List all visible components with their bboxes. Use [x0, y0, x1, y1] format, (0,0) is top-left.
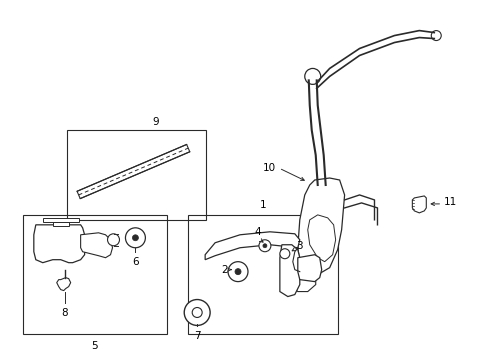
Circle shape	[279, 249, 289, 259]
Text: 10: 10	[262, 163, 275, 173]
Text: 7: 7	[193, 332, 200, 341]
Text: 5: 5	[91, 341, 98, 351]
Polygon shape	[289, 268, 315, 292]
Text: 6: 6	[132, 257, 139, 267]
Circle shape	[132, 235, 138, 241]
Circle shape	[430, 31, 440, 41]
Circle shape	[125, 228, 145, 248]
Polygon shape	[34, 225, 84, 263]
Bar	[188, 215, 337, 334]
Circle shape	[235, 269, 241, 275]
Text: 8: 8	[61, 307, 68, 318]
Text: 2: 2	[221, 265, 227, 275]
Circle shape	[259, 240, 270, 252]
Polygon shape	[53, 222, 68, 226]
Circle shape	[227, 262, 247, 282]
Bar	[66, 130, 206, 220]
Polygon shape	[57, 278, 71, 291]
Polygon shape	[297, 255, 321, 282]
Text: 4: 4	[254, 227, 261, 237]
Circle shape	[192, 307, 202, 318]
Circle shape	[263, 244, 266, 248]
Circle shape	[184, 300, 210, 325]
Polygon shape	[279, 245, 299, 297]
Polygon shape	[81, 233, 112, 258]
Polygon shape	[307, 215, 335, 262]
Circle shape	[107, 234, 119, 246]
Polygon shape	[297, 178, 344, 275]
Circle shape	[290, 271, 300, 280]
Text: 3: 3	[295, 241, 302, 251]
Polygon shape	[77, 144, 189, 199]
Polygon shape	[411, 196, 426, 213]
Text: 11: 11	[443, 197, 457, 207]
Polygon shape	[42, 218, 79, 222]
Polygon shape	[205, 232, 299, 260]
Bar	[23, 215, 167, 334]
Text: 9: 9	[152, 117, 158, 127]
Circle shape	[304, 68, 320, 84]
Text: 1: 1	[259, 200, 265, 210]
